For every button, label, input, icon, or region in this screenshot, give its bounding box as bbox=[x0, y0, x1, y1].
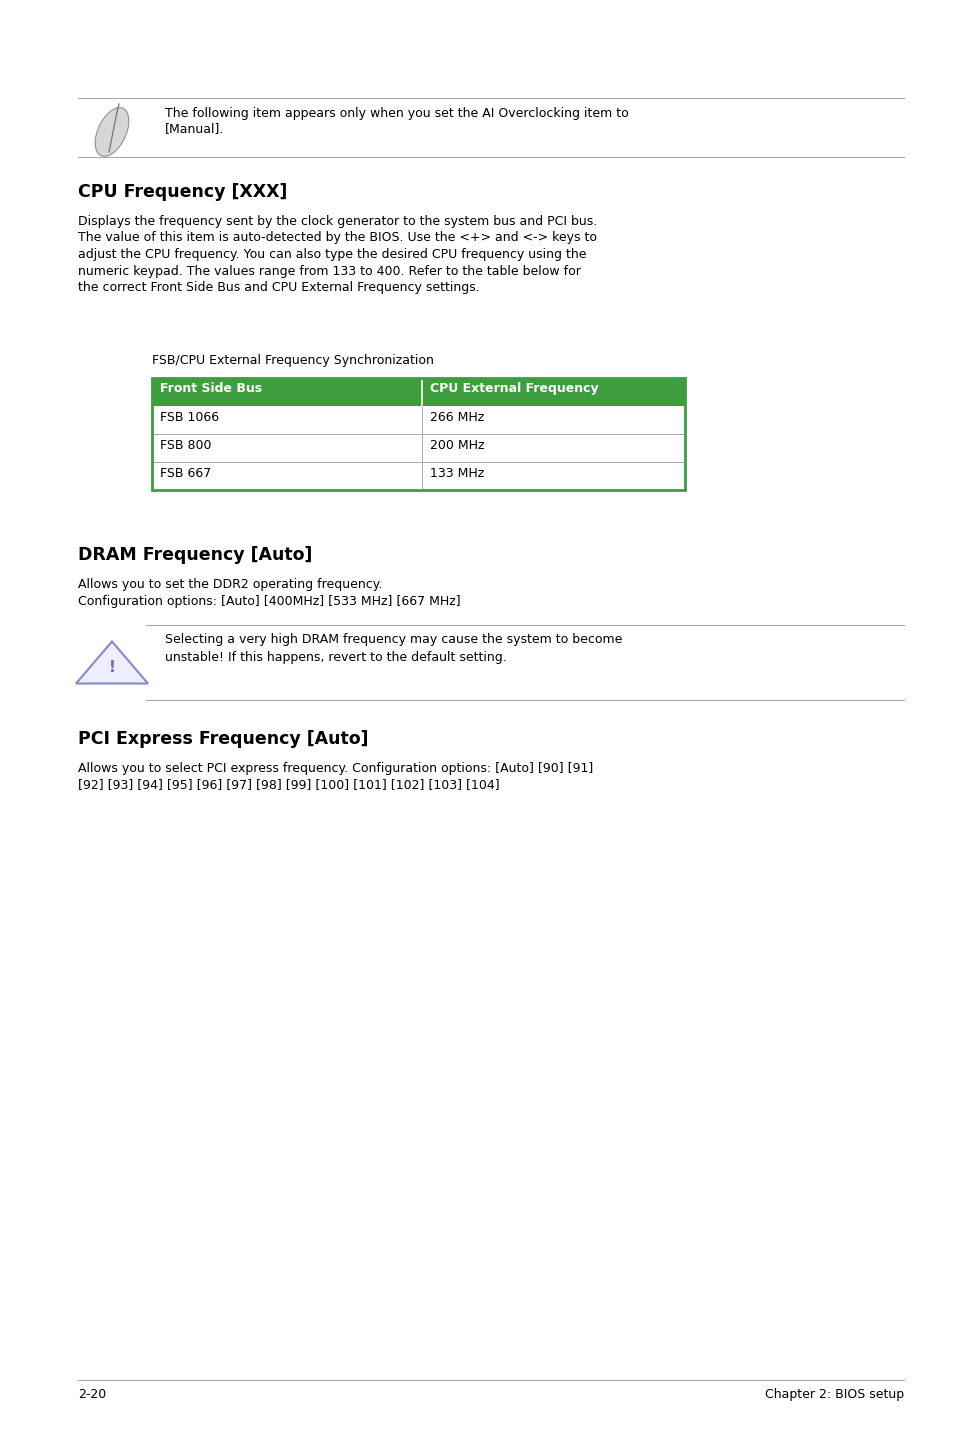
Text: Configuration options: [Auto] [400MHz] [533 MHz] [667 MHz]: Configuration options: [Auto] [400MHz] [… bbox=[78, 594, 460, 607]
Text: PCI Express Frequency [Auto]: PCI Express Frequency [Auto] bbox=[78, 731, 369, 748]
Text: CPU External Frequency: CPU External Frequency bbox=[430, 383, 598, 395]
Text: FSB 800: FSB 800 bbox=[160, 439, 212, 452]
Text: DRAM Frequency [Auto]: DRAM Frequency [Auto] bbox=[78, 546, 313, 564]
Polygon shape bbox=[95, 108, 129, 157]
Text: FSB 1066: FSB 1066 bbox=[160, 411, 219, 424]
FancyBboxPatch shape bbox=[152, 462, 684, 490]
FancyBboxPatch shape bbox=[152, 378, 684, 406]
Text: Chapter 2: BIOS setup: Chapter 2: BIOS setup bbox=[764, 1388, 903, 1401]
Text: 133 MHz: 133 MHz bbox=[430, 467, 484, 480]
FancyBboxPatch shape bbox=[152, 434, 684, 462]
Text: Displays the frequency sent by the clock generator to the system bus and PCI bus: Displays the frequency sent by the clock… bbox=[78, 216, 597, 229]
Text: FSB 667: FSB 667 bbox=[160, 467, 211, 480]
Text: the correct Front Side Bus and CPU External Frequency settings.: the correct Front Side Bus and CPU Exter… bbox=[78, 280, 479, 293]
Text: 266 MHz: 266 MHz bbox=[430, 411, 484, 424]
Polygon shape bbox=[76, 641, 148, 683]
FancyBboxPatch shape bbox=[152, 406, 684, 434]
Text: The following item appears only when you set the AI Overclocking item to: The following item appears only when you… bbox=[165, 106, 628, 119]
Text: Allows you to select PCI express frequency. Configuration options: [Auto] [90] [: Allows you to select PCI express frequen… bbox=[78, 762, 593, 775]
Text: Allows you to set the DDR2 operating frequency.: Allows you to set the DDR2 operating fre… bbox=[78, 578, 382, 591]
Text: The value of this item is auto-detected by the BIOS. Use the <+> and <-> keys to: The value of this item is auto-detected … bbox=[78, 232, 597, 244]
Text: adjust the CPU frequency. You can also type the desired CPU frequency using the: adjust the CPU frequency. You can also t… bbox=[78, 247, 586, 262]
Text: 2-20: 2-20 bbox=[78, 1388, 107, 1401]
Text: Front Side Bus: Front Side Bus bbox=[160, 383, 262, 395]
Text: 200 MHz: 200 MHz bbox=[430, 439, 484, 452]
Text: FSB/CPU External Frequency Synchronization: FSB/CPU External Frequency Synchronizati… bbox=[152, 354, 434, 367]
Text: numeric keypad. The values range from 133 to 400. Refer to the table below for: numeric keypad. The values range from 13… bbox=[78, 265, 580, 278]
Text: [92] [93] [94] [95] [96] [97] [98] [99] [100] [101] [102] [103] [104]: [92] [93] [94] [95] [96] [97] [98] [99] … bbox=[78, 778, 499, 791]
Text: Selecting a very high DRAM frequency may cause the system to become
unstable! If: Selecting a very high DRAM frequency may… bbox=[165, 633, 621, 664]
Text: [Manual].: [Manual]. bbox=[165, 122, 224, 135]
Text: CPU Frequency [XXX]: CPU Frequency [XXX] bbox=[78, 183, 287, 201]
Text: !: ! bbox=[109, 660, 115, 674]
